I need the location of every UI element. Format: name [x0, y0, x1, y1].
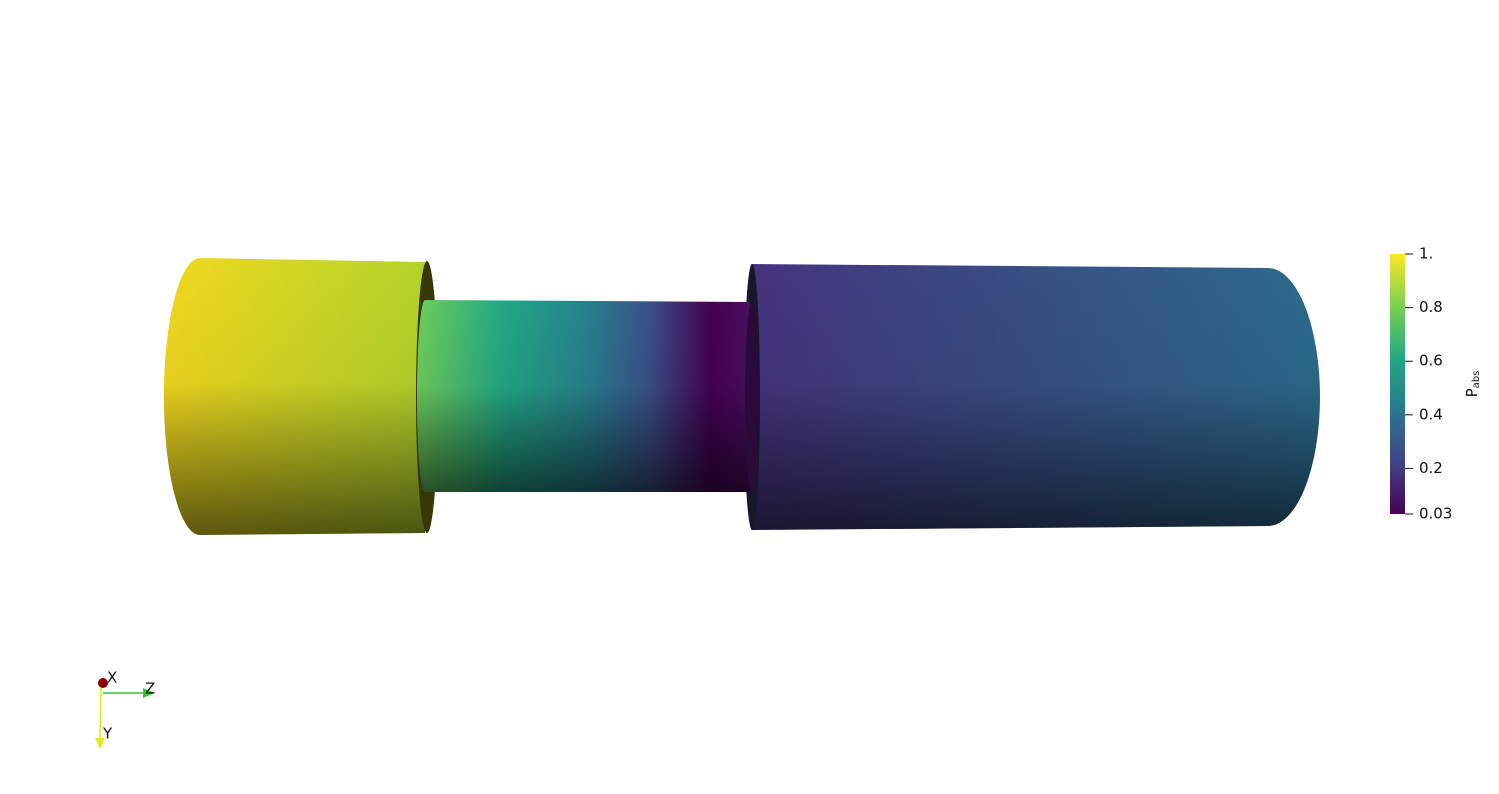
colorbar-ramp — [1390, 254, 1405, 514]
y-axis — [99, 685, 102, 741]
colorbar-tick-label: 0.4 — [1419, 405, 1443, 423]
colorbar-title: Pabs — [1463, 371, 1483, 398]
inlet-shade — [163, 258, 425, 535]
colorbar-tick-label: 0.6 — [1419, 352, 1443, 370]
colorbar-tick-label: 1. — [1419, 245, 1433, 263]
colorbar-tick-label: 0.2 — [1419, 459, 1443, 477]
colorbar-title-main: P — [1463, 388, 1481, 397]
outlet-shade — [746, 264, 1320, 530]
z-label: Z — [145, 680, 155, 698]
throat-shade — [417, 300, 750, 492]
colorbar-tick-label: 0.03 — [1419, 505, 1452, 523]
y-arrow — [95, 738, 105, 749]
x-axis-dot — [98, 678, 108, 688]
colorbar: Pabs 1. 0.8 0.6 0.4 0.2 0.03 — [1390, 245, 1482, 523]
z-arrow — [143, 688, 155, 698]
colorbar-title-sub: abs — [1471, 371, 1482, 389]
geometry — [163, 258, 1320, 535]
y-label: Y — [102, 725, 113, 743]
colorbar-tick-label: 0.8 — [1419, 298, 1443, 316]
axes-triad: X Z Y — [95, 669, 155, 749]
x-label: X — [107, 669, 117, 687]
throat-face — [745, 302, 759, 492]
